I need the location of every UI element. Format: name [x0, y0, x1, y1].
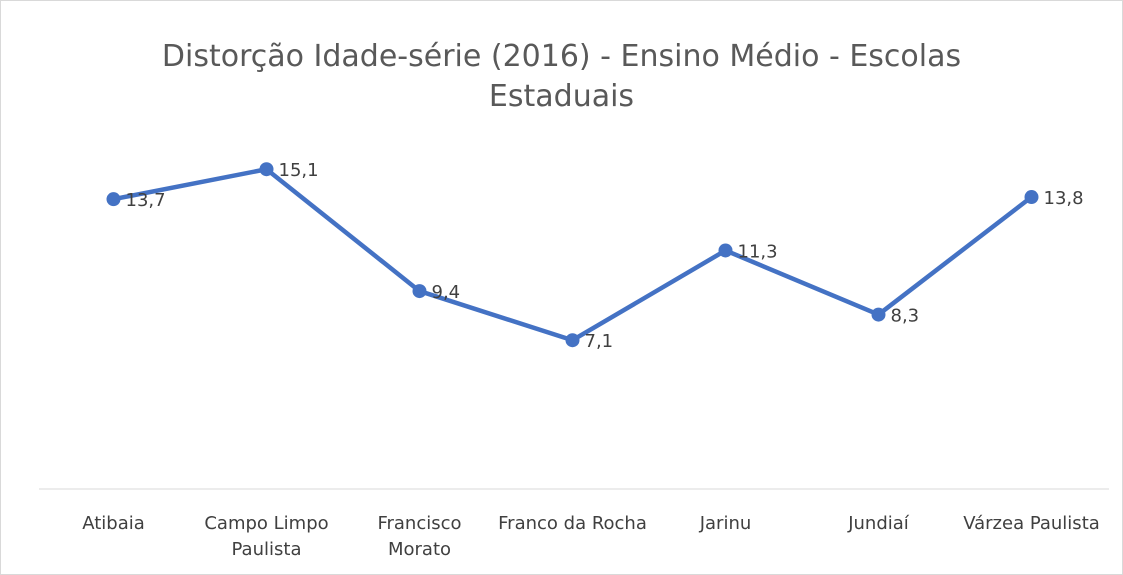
data-label: 13,8: [1044, 188, 1084, 209]
x-tick-label: Atibaia: [82, 513, 145, 534]
x-tick-label: Jundiaí: [848, 513, 909, 534]
data-label: 15,1: [279, 160, 319, 181]
chart-title: Distorção Idade-série (2016) - Ensino Mé…: [161, 39, 962, 114]
marker: [412, 284, 427, 299]
data-label: 8,3: [891, 306, 920, 327]
x-tick-label: Franco da Rocha: [498, 513, 647, 534]
data-label: 9,4: [432, 282, 461, 303]
data-label: 7,1: [585, 331, 614, 352]
marker: [718, 243, 733, 258]
marker: [106, 192, 121, 207]
x-tick-label: Francisco Morato: [377, 513, 462, 560]
marker: [565, 333, 580, 348]
data-label: 13,7: [126, 190, 166, 211]
data-label: 11,3: [738, 241, 778, 262]
x-tick-label: Campo Limpo Paulista: [204, 513, 329, 560]
marker: [1024, 190, 1039, 205]
marker: [871, 307, 886, 322]
x-tick-label: Jarinu: [699, 513, 752, 534]
marker: [259, 162, 274, 177]
x-tick-label: Várzea Paulista: [963, 513, 1100, 534]
